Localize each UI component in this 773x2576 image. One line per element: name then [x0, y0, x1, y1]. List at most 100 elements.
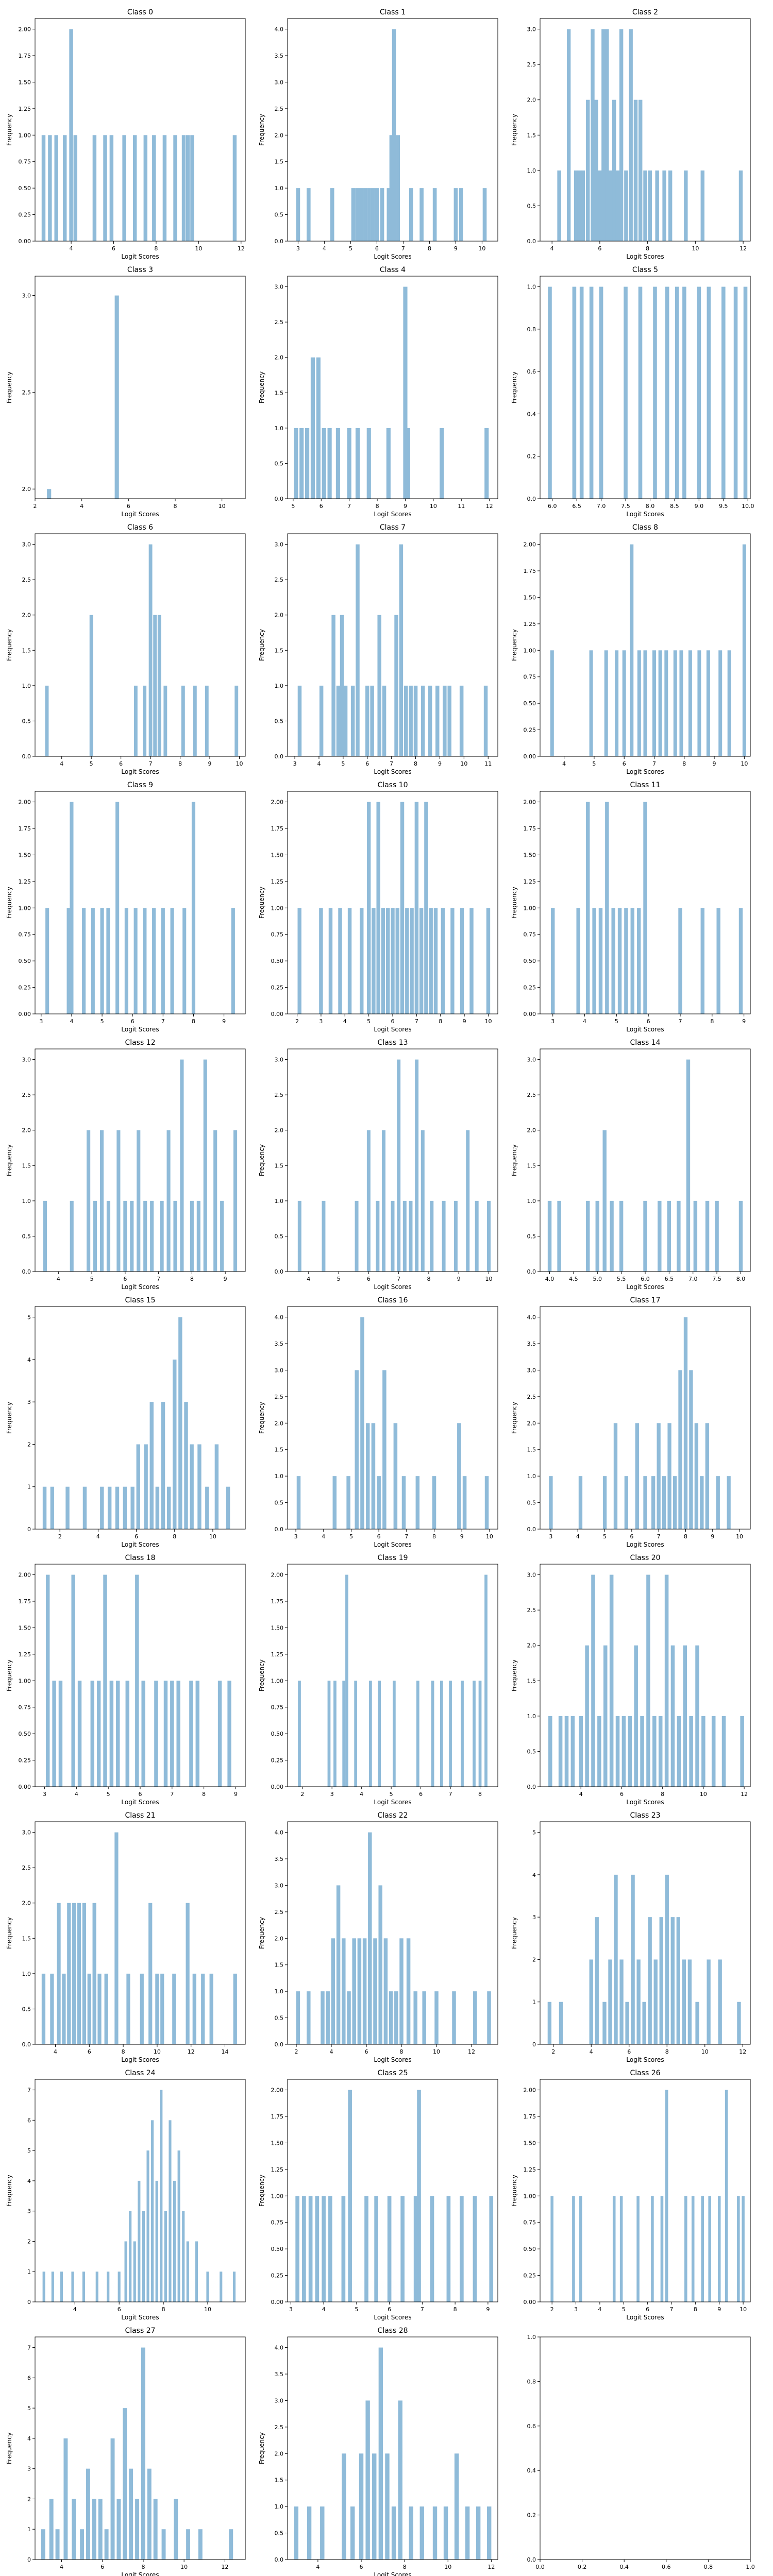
x-tick-label: 6	[367, 1276, 371, 1282]
histogram-bar	[550, 2196, 553, 2302]
y-tick-label: 1.75	[19, 53, 31, 59]
histogram-bar	[624, 1476, 629, 1529]
y-tick-label: 0.6	[527, 2423, 536, 2430]
histogram-bar	[220, 1200, 224, 1272]
histogram-bar	[133, 2241, 136, 2302]
x-tick-label: 7	[157, 1276, 160, 1282]
x-tick-label: 4	[75, 1791, 78, 1798]
histogram-bar	[51, 2272, 54, 2302]
y-tick-label: 1.00	[271, 2193, 284, 2199]
x-tick-label: 5	[100, 1018, 104, 1025]
histogram-bar	[665, 286, 669, 499]
histogram-bar	[665, 1874, 669, 2044]
y-tick-label: 0.25	[19, 985, 31, 991]
histogram-bar	[413, 685, 418, 756]
x-tick-label: 10	[209, 1533, 216, 1540]
x-tick-label: 7.5	[712, 1276, 721, 1282]
histogram-bar	[486, 2506, 492, 2560]
x-tick-label: 10	[236, 760, 243, 767]
histogram-bar	[631, 1874, 635, 2044]
y-tick-label: 4.0	[275, 26, 284, 33]
x-tick-label: 8	[661, 1791, 664, 1798]
histogram-bar	[611, 908, 615, 1014]
axes-frame	[540, 2079, 751, 2302]
y-tick-label: 3.0	[275, 79, 284, 86]
histogram-bar	[106, 908, 110, 1014]
histogram-bar	[721, 286, 726, 499]
histogram-bar	[327, 428, 332, 499]
y-axis-label: Frequency	[511, 629, 518, 661]
y-axis-label: Frequency	[511, 1659, 518, 1691]
x-tick-label: 6	[627, 2048, 631, 2055]
x-axis-label: Logit Scores	[121, 2056, 159, 2063]
axes-frame	[35, 1306, 246, 1530]
x-tick-label: 3	[296, 245, 300, 252]
x-tick-label: 5.5	[617, 1276, 626, 1282]
histogram-bar	[742, 2196, 745, 2302]
histogram-bar	[70, 1200, 74, 1272]
histogram-bar	[402, 1200, 407, 1272]
histogram-bar	[619, 2196, 623, 2302]
y-tick-label: 1	[532, 1999, 536, 2006]
histogram-bar	[484, 428, 489, 499]
histogram-bar	[203, 1059, 207, 1272]
histogram-bar	[193, 685, 197, 756]
x-tick-label: 7	[170, 1791, 174, 1798]
histogram-bar	[359, 188, 363, 241]
histogram-bar	[174, 2499, 178, 2560]
y-tick-label: 2.0	[275, 1127, 284, 1134]
x-tick-label: 5	[622, 2306, 626, 2313]
y-tick-label: 1.00	[19, 905, 31, 911]
histogram-bar	[421, 1130, 425, 1272]
y-tick-label: 7	[27, 2087, 31, 2094]
y-tick-label: 2.0	[22, 486, 31, 493]
x-tick-label: 4	[73, 2306, 77, 2313]
histogram-bar	[42, 2272, 45, 2302]
histogram-bar	[613, 1423, 618, 1529]
histogram-bar	[169, 2120, 172, 2302]
histogram-bar	[405, 908, 409, 1014]
histogram-bar	[415, 1059, 419, 1272]
y-tick-label: 0.0	[275, 2041, 284, 2048]
histogram-bar	[648, 170, 652, 241]
axes-frame	[540, 18, 751, 242]
histogram-bar	[331, 615, 335, 756]
y-tick-label: 2.0	[527, 97, 536, 104]
histogram-bar	[642, 2002, 646, 2044]
y-axis-label: Frequency	[6, 887, 13, 919]
histogram-panel: 2 4 6 8 10 0 1 2 3 4 5 Class 15 Logit Scores Frequenc…	[6, 1296, 246, 1548]
histogram-bar	[662, 1476, 666, 1529]
y-tick-label: 0.25	[524, 2273, 536, 2279]
histogram-bar	[686, 1059, 691, 1272]
y-tick-label: 2.5	[22, 1865, 31, 1871]
histogram-bar	[125, 1681, 129, 1787]
y-tick-label: 2.00	[524, 541, 536, 548]
panel-title: Class 19	[377, 1554, 408, 1562]
y-tick-label: 1.5	[275, 389, 284, 396]
x-tick-label: 5.0	[593, 1276, 602, 1282]
histogram-bar	[585, 1645, 589, 1787]
y-tick-label: 0.75	[271, 1704, 284, 1711]
histogram-bar	[570, 1716, 575, 1787]
histogram-bar	[130, 1486, 135, 1529]
x-tick-label: 10	[484, 1018, 492, 1025]
y-axis-label: Frequency	[258, 887, 265, 919]
histogram-bar	[141, 1681, 145, 1787]
x-tick-label: 8	[173, 1533, 176, 1540]
histogram-bar	[700, 908, 704, 1014]
histogram-bar	[637, 650, 641, 756]
x-tick-label: 3	[39, 1018, 43, 1025]
y-axis-label: Frequency	[6, 114, 13, 146]
x-tick-label: 6	[123, 1276, 127, 1282]
y-tick-label: 1.50	[19, 852, 31, 858]
y-tick-label: 0.5	[275, 460, 284, 467]
histogram-bar	[123, 1486, 127, 1529]
histogram-bar	[460, 908, 464, 1014]
histogram-bar	[355, 1370, 359, 1529]
histogram-bar	[178, 1317, 182, 1529]
axes-frame	[35, 1821, 246, 2045]
histogram-bar	[62, 1973, 66, 2044]
histogram-bar	[693, 1200, 698, 1272]
y-tick-label: 6	[27, 2117, 31, 2124]
histogram-bar	[92, 135, 97, 241]
